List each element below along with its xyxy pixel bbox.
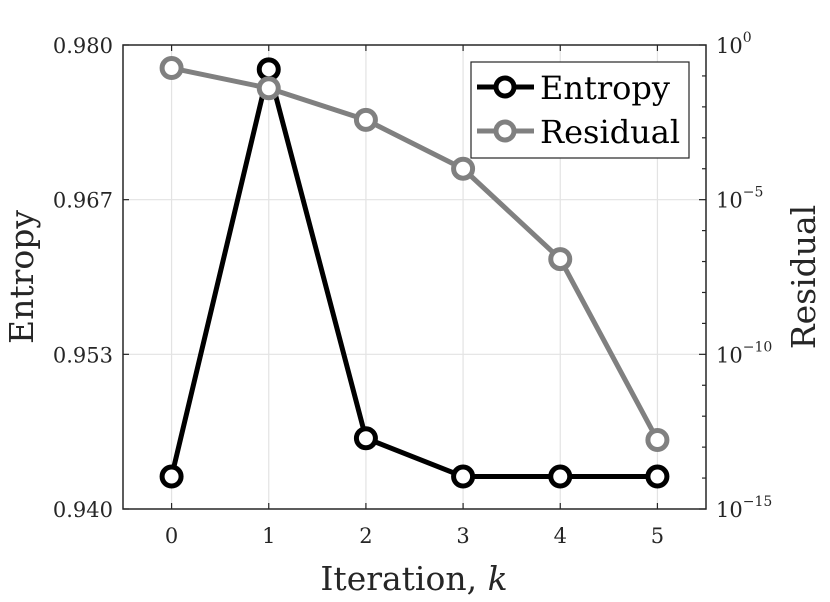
entropy-marker [353,426,378,451]
residual-marker [548,247,573,272]
residual-marker [451,156,476,181]
legend-label-entropy: Entropy [540,69,670,107]
residual-marker-icon [493,119,517,143]
plot-area-border [122,44,707,510]
x-axis-title: Iteration, k [320,559,507,598]
x-tick-label: 0 [165,524,178,548]
entropy-marker [159,464,184,489]
left-y-tick-label: 0.967 [53,189,113,213]
right-y-tick-label: 10−10 [716,339,772,367]
right-y-axis-tick-labels: 100 10−5 10−10 10−15 [716,30,772,522]
left-y-tick-label: 0.980 [53,34,113,58]
legend-label-residual: Residual [540,113,680,151]
left-y-axis-tick-labels: 0.980 0.967 0.953 0.940 [53,34,113,522]
x-tick-label: 4 [554,524,567,548]
entropy-line [169,66,658,480]
entropy-marker [548,464,573,489]
entropy-marker [256,57,281,82]
entropy-marker [451,464,476,489]
entropy-marker [645,464,670,489]
residual-marker [159,56,184,81]
residual-marker [353,107,378,132]
axis-ticks [123,44,706,510]
x-tick-label: 1 [262,524,275,548]
right-y-axis-title: Residual [784,205,823,349]
residual-line [171,65,660,442]
entropy-marker-icon [493,75,517,99]
x-tick-label: 2 [359,524,372,548]
x-tick-label: 3 [456,524,469,548]
residual-marker [645,428,670,453]
entropy-series [159,57,670,489]
left-y-tick-label: 0.940 [53,498,113,522]
legend: Entropy Residual [470,61,690,159]
x-axis-tick-labels: 0 1 2 3 4 5 [165,524,664,548]
residual-marker [256,76,281,101]
right-y-tick-label: 10−15 [716,494,772,522]
left-y-axis-title: Entropy [2,210,41,344]
right-y-tick-label: 100 [716,30,752,58]
x-tick-label: 5 [651,524,664,548]
residual-series [159,56,670,453]
legend-item-entropy: Entropy [477,69,670,107]
legend-item-residual: Residual [477,113,680,151]
left-y-tick-label: 0.953 [53,343,113,367]
right-y-tick-label: 10−5 [716,185,763,213]
